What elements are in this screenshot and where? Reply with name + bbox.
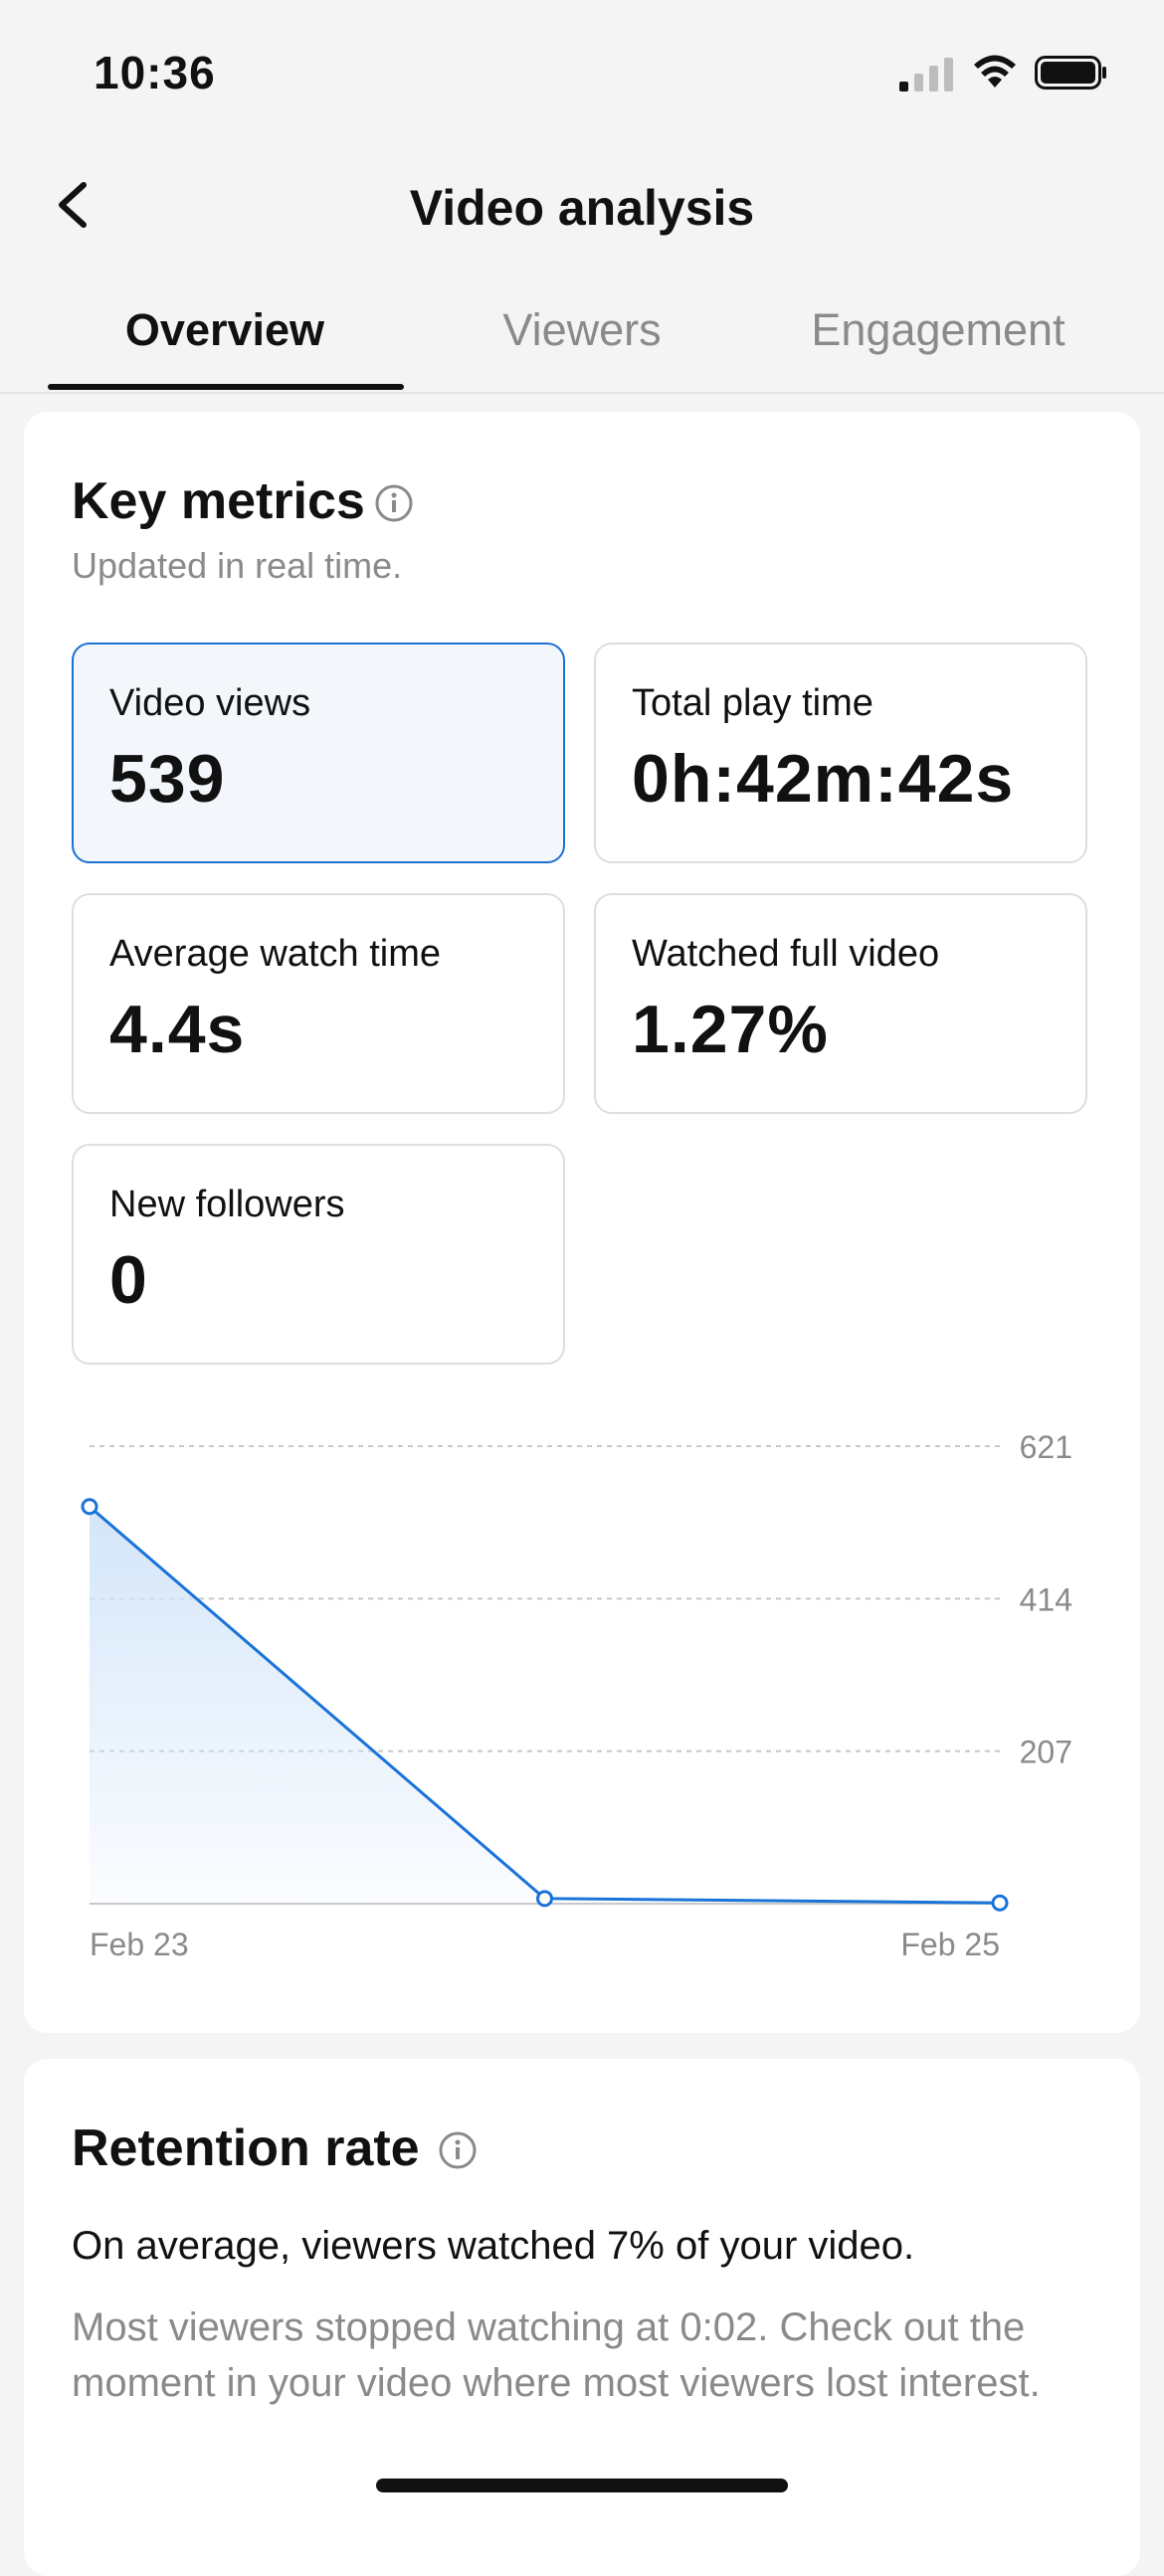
y-tick-label: 621 — [1020, 1429, 1072, 1465]
tab-viewers[interactable]: Viewers — [502, 304, 662, 355]
metric-value: 1.27% — [632, 992, 829, 1067]
metric-value: 539 — [109, 741, 226, 817]
metric-tile-new-followers[interactable]: New followers 0 — [72, 1144, 565, 1365]
active-tab-indicator — [48, 384, 404, 390]
series-area — [90, 1506, 1000, 1904]
metric-tile-watched-full-video[interactable]: Watched full video 1.27% — [594, 893, 1087, 1114]
battery-icon — [1035, 56, 1106, 90]
wifi-icon — [974, 55, 1016, 88]
page-title: Video analysis — [409, 180, 755, 236]
metric-label: New followers — [109, 1184, 345, 1225]
data-point — [991, 1894, 1009, 1912]
home-indicator — [376, 2479, 788, 2492]
info-icon[interactable] — [374, 483, 414, 523]
chevron-left-icon — [59, 182, 87, 228]
key-metrics-title: Key metrics — [72, 472, 365, 530]
x-tick-label: Feb 23 — [90, 1927, 189, 1962]
retention-summary: On average, viewers watched 7% of your v… — [72, 2224, 915, 2268]
status-time: 10:36 — [94, 47, 216, 98]
metric-value: 4.4s — [109, 992, 246, 1067]
retention-title: Retention rate — [72, 2119, 420, 2177]
info-icon[interactable] — [438, 2130, 478, 2170]
tab-overview[interactable]: Overview — [124, 304, 325, 355]
video-views-chart: 207 414 621 Feb 23 Feb 25 — [81, 1429, 1072, 1962]
metric-tile-video-views[interactable]: Video views 539 — [72, 643, 565, 863]
tab-bar: Overview Viewers Engagement — [0, 288, 1164, 394]
metric-tile-total-play-time[interactable]: Total play time 0h:42m:42s — [594, 643, 1087, 863]
nav-header: Video analysis — [0, 149, 1164, 269]
back-button[interactable] — [44, 173, 107, 237]
metric-label: Total play time — [632, 682, 873, 724]
data-point — [81, 1498, 98, 1516]
metric-tile-average-watch-time[interactable]: Average watch time 4.4s — [72, 893, 565, 1114]
metric-label: Average watch time — [109, 933, 442, 975]
metric-label: Watched full video — [632, 933, 940, 975]
updated-subtitle: Updated in real time. — [72, 545, 403, 586]
y-tick-label: 414 — [1020, 1581, 1072, 1617]
metric-value: 0 — [109, 1242, 148, 1318]
metric-label: Video views — [109, 682, 311, 724]
x-tick-label: Feb 25 — [900, 1927, 1000, 1962]
status-bar: 10:36 — [0, 0, 1164, 149]
metric-value: 0h:42m:42s — [632, 741, 1015, 817]
tab-engagement[interactable]: Engagement — [811, 304, 1066, 355]
data-point — [536, 1890, 553, 1908]
retention-detail: Most viewers stopped watching at 0:02. C… — [72, 2305, 1041, 2405]
y-tick-label: 207 — [1020, 1735, 1072, 1770]
cellular-signal-icon — [899, 58, 953, 92]
